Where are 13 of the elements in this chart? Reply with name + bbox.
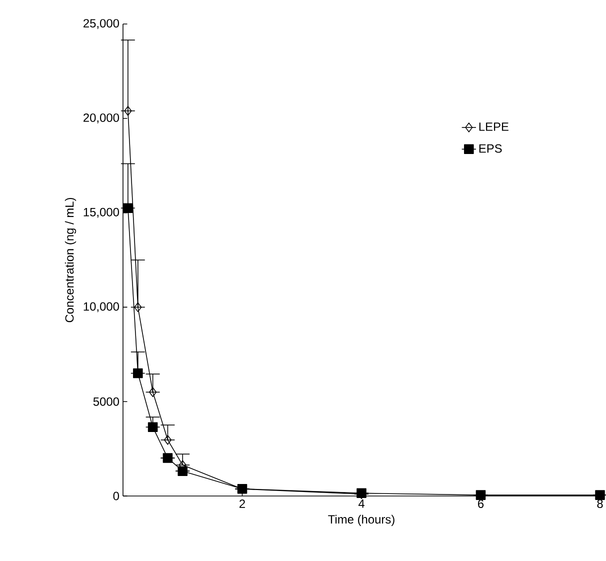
y-tick-label: 10,000 xyxy=(84,302,120,312)
legend-label: EPS xyxy=(479,144,502,153)
y-tick-label: 5000 xyxy=(93,397,120,406)
y-tick-label: 15,000 xyxy=(84,208,120,218)
y-tick-label: 0 xyxy=(113,492,120,500)
x-tick-label: 4 xyxy=(358,500,364,508)
legend-label: LEPE xyxy=(479,122,508,131)
y-axis-title: Concentration (ng / mL) xyxy=(64,198,76,322)
x-axis-title: Time (hours) xyxy=(328,514,394,526)
x-tick-label: 6 xyxy=(478,500,484,508)
y-tick-label: 25,000 xyxy=(84,19,120,29)
x-tick-label: 2 xyxy=(240,500,245,508)
y-tick-label: 20,000 xyxy=(84,113,120,124)
